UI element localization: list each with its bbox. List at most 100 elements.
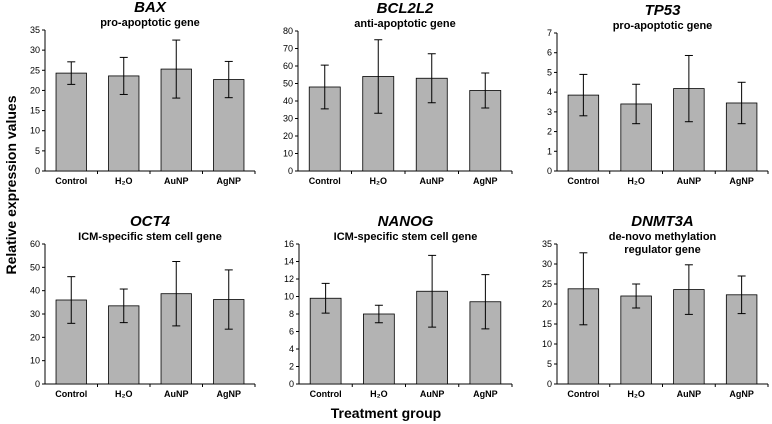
category-label: Control — [310, 389, 342, 399]
category-label: Control — [309, 176, 341, 186]
category-label: H₂O — [115, 176, 133, 186]
y-tick-label: 10 — [283, 149, 293, 159]
y-tick-label: 1 — [547, 146, 552, 156]
y-tick-label: 6 — [289, 327, 294, 337]
y-tick-label: 50 — [30, 262, 40, 272]
y-tick-label: 20 — [283, 131, 293, 141]
chart-subtitle: ICM-specific stem cell gene — [334, 231, 478, 243]
y-tick-label: 35 — [542, 239, 552, 249]
y-tick-label: 5 — [547, 359, 552, 369]
y-tick-label: 10 — [30, 356, 40, 366]
category-label: Control — [55, 389, 87, 399]
category-label: AuNP — [164, 176, 189, 186]
chart-title: NANOG — [378, 213, 434, 230]
y-tick-label: 80 — [283, 26, 293, 36]
y-tick-label: 35 — [30, 25, 40, 35]
y-tick-label: 10 — [30, 126, 40, 136]
y-tick-label: 60 — [283, 61, 293, 71]
chart-title: BCL2L2 — [377, 0, 434, 17]
y-axis-title: Relative expression values — [3, 95, 19, 274]
y-tick-label: 14 — [284, 257, 294, 267]
category-label: AgNP — [217, 389, 242, 399]
category-label: H₂O — [115, 389, 133, 399]
category-label: AgNP — [729, 389, 754, 399]
y-tick-label: 7 — [547, 28, 552, 38]
category-label: H₂O — [627, 176, 645, 186]
chart-title: OCT4 — [130, 213, 171, 230]
category-label: AuNP — [164, 389, 189, 399]
chart-subtitle: ICM-specific stem cell gene — [78, 231, 222, 243]
y-tick-label: 2 — [289, 362, 294, 372]
y-tick-label: 15 — [542, 319, 552, 329]
chart-subtitle: pro-apoptotic gene — [613, 20, 713, 32]
category-label: AgNP — [217, 176, 242, 186]
y-tick-label: 2 — [547, 127, 552, 137]
category-label: AuNP — [420, 389, 445, 399]
y-tick-label: 0 — [289, 379, 294, 389]
bar — [673, 88, 705, 172]
y-tick-label: 8 — [289, 309, 294, 319]
category-label: AuNP — [677, 176, 702, 186]
category-label: AgNP — [729, 176, 754, 186]
y-tick-label: 30 — [283, 114, 293, 124]
category-label: AuNP — [677, 389, 702, 399]
category-label: AgNP — [473, 176, 498, 186]
y-tick-label: 50 — [283, 79, 293, 89]
y-tick-label: 25 — [542, 279, 552, 289]
chart-subtitle: pro-apoptotic gene — [100, 17, 200, 29]
y-tick-label: 10 — [284, 292, 294, 302]
chart-title: DNMT3A — [631, 213, 694, 230]
y-tick-label: 4 — [547, 87, 552, 97]
y-tick-label: 40 — [30, 286, 40, 296]
y-tick-label: 0 — [547, 166, 552, 176]
y-tick-label: 0 — [547, 379, 552, 389]
category-label: H₂O — [627, 389, 645, 399]
chart-subtitle: regulator gene — [624, 244, 700, 256]
y-tick-label: 25 — [30, 65, 40, 75]
bar — [620, 295, 652, 385]
chart-title: TP53 — [645, 2, 682, 19]
chart-title: BAX — [134, 0, 167, 16]
y-tick-label: 30 — [30, 309, 40, 319]
y-tick-label: 20 — [30, 85, 40, 95]
chart-subtitle: de-novo methylation — [609, 231, 717, 243]
y-tick-label: 40 — [283, 96, 293, 106]
y-tick-label: 0 — [35, 379, 40, 389]
y-tick-label: 20 — [30, 332, 40, 342]
category-label: AgNP — [473, 389, 498, 399]
category-label: AuNP — [420, 176, 445, 186]
y-tick-label: 4 — [289, 344, 294, 354]
y-tick-label: 30 — [30, 45, 40, 55]
y-tick-label: 0 — [288, 166, 293, 176]
y-tick-label: 0 — [35, 166, 40, 176]
bar — [55, 72, 87, 172]
y-tick-label: 12 — [284, 274, 294, 284]
y-tick-label: 70 — [283, 44, 293, 54]
y-tick-label: 6 — [547, 48, 552, 58]
y-tick-label: 5 — [35, 146, 40, 156]
category-label: H₂O — [370, 389, 388, 399]
chart-subtitle: anti-apoptotic gene — [354, 18, 455, 30]
y-tick-label: 60 — [30, 239, 40, 249]
category-label: H₂O — [370, 176, 388, 186]
bar — [363, 313, 395, 385]
y-tick-label: 16 — [284, 239, 294, 249]
y-tick-label: 10 — [542, 339, 552, 349]
category-label: Control — [567, 176, 599, 186]
y-tick-label: 15 — [30, 106, 40, 116]
y-tick-label: 20 — [542, 299, 552, 309]
category-label: Control — [567, 389, 599, 399]
y-tick-label: 3 — [547, 107, 552, 117]
x-axis-title: Treatment group — [331, 405, 441, 421]
category-label: Control — [55, 176, 87, 186]
y-tick-label: 30 — [542, 259, 552, 269]
y-tick-label: 5 — [547, 67, 552, 77]
